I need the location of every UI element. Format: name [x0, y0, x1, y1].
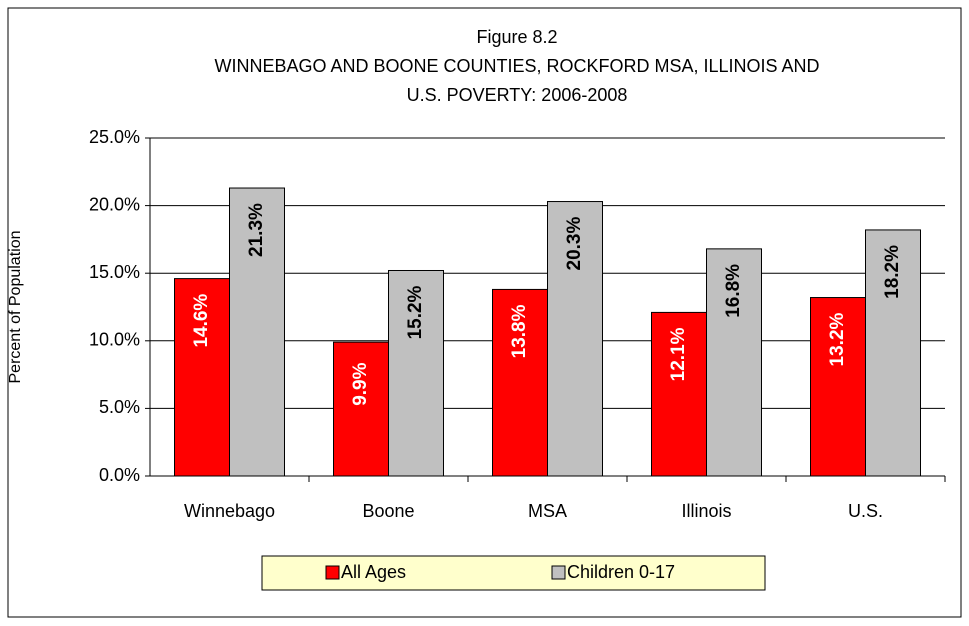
- x-tick-label: U.S.: [848, 501, 883, 521]
- y-tick-label: 5.0%: [99, 397, 140, 417]
- bar: [651, 311, 707, 477]
- legend-label: Children 0-17: [567, 562, 675, 582]
- bar: [865, 229, 921, 477]
- data-label: 15.2%: [405, 285, 426, 339]
- data-label: 13.8%: [509, 304, 530, 358]
- bar: [706, 248, 762, 477]
- y-axis-label: Percent of Population: [7, 231, 24, 384]
- data-label: 18.2%: [882, 245, 903, 299]
- data-label: 13.2%: [827, 312, 848, 366]
- legend-label: All Ages: [341, 562, 406, 582]
- chart-title: WINNEBAGO AND BOONE COUNTIES, ROCKFORD M…: [214, 56, 819, 76]
- bar: [174, 278, 230, 477]
- y-tick-label: 20.0%: [89, 194, 140, 214]
- data-label: 16.8%: [723, 264, 744, 318]
- bar: [333, 341, 389, 477]
- data-label: 9.9%: [350, 362, 371, 405]
- bar: [229, 187, 285, 477]
- x-tick-label: Winnebago: [184, 501, 275, 521]
- data-label: 21.3%: [246, 203, 267, 257]
- chart-border: [7, 7, 962, 618]
- chart-title: U.S. POVERTY: 2006-2008: [407, 85, 628, 105]
- x-tick-label: MSA: [528, 501, 567, 521]
- data-label: 14.6%: [191, 294, 212, 348]
- x-tick-label: Boone: [362, 501, 414, 521]
- data-label: 12.1%: [668, 327, 689, 381]
- chart-title: Figure 8.2: [476, 27, 557, 47]
- y-tick-label: 15.0%: [89, 262, 140, 282]
- legend-swatch: [325, 565, 340, 580]
- legend-swatch: [551, 565, 566, 580]
- x-tick-label: Illinois: [681, 501, 731, 521]
- y-tick-label: 10.0%: [89, 330, 140, 350]
- bar: [810, 297, 866, 477]
- legend-box: [261, 555, 766, 591]
- bar: [547, 201, 603, 477]
- y-tick-label: 0.0%: [99, 465, 140, 485]
- y-tick-label: 25.0%: [89, 127, 140, 147]
- data-label: 20.3%: [564, 217, 585, 271]
- bar: [492, 288, 548, 477]
